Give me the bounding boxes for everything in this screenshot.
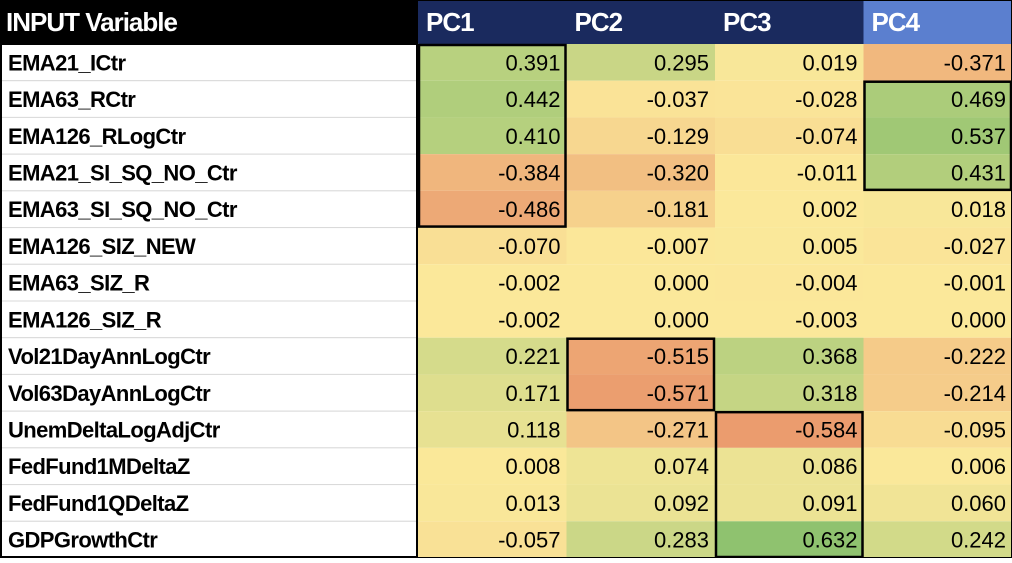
row-label: UnemDeltaLogAdjCtr <box>8 418 221 443</box>
cell-value: -0.037 <box>647 87 709 112</box>
row-label: EMA21_ICtr <box>8 50 127 75</box>
row-label: Vol63DayAnnLogCtr <box>8 381 211 406</box>
cell-value: 0.242 <box>951 528 1006 553</box>
column-header-label: PC4 <box>872 7 921 37</box>
cell-value: -0.002 <box>498 271 560 296</box>
cell-value: -0.486 <box>498 197 560 222</box>
cell-value: 0.060 <box>951 491 1006 516</box>
row-label: EMA126_SIZ_NEW <box>8 234 196 259</box>
cell-value: 0.283 <box>654 528 709 553</box>
cell-value: -0.271 <box>647 418 709 443</box>
cell-value: 0.431 <box>951 161 1006 186</box>
cell-value: 0.537 <box>951 124 1006 149</box>
cell-value: 0.002 <box>802 197 857 222</box>
cell-value: 0.086 <box>802 454 857 479</box>
row-label: FedFund1QDeltaZ <box>8 491 189 516</box>
row-label: EMA63_SIZ_R <box>8 271 150 296</box>
cell-value: 0.469 <box>951 87 1006 112</box>
cell-value: 0.221 <box>505 344 560 369</box>
cell-value: 0.295 <box>654 50 709 75</box>
column-header-label: PC1 <box>426 7 474 37</box>
cell-value: -0.584 <box>795 418 857 443</box>
cell-value: -0.003 <box>795 307 857 332</box>
cell-value: -0.320 <box>647 161 709 186</box>
cell-value: 0.019 <box>802 50 857 75</box>
cell-value: -0.214 <box>944 381 1006 406</box>
cell-value: -0.057 <box>498 528 560 553</box>
cell-value: 0.091 <box>802 491 857 516</box>
cell-value: -0.095 <box>944 418 1006 443</box>
cell-value: -0.222 <box>944 344 1006 369</box>
row-label: EMA21_SI_SQ_NO_Ctr <box>8 161 238 186</box>
cell-value: 0.391 <box>505 50 560 75</box>
header-corner-label: INPUT Variable <box>6 7 177 37</box>
cell-value: -0.515 <box>647 344 709 369</box>
cell-value: 0.005 <box>802 234 857 259</box>
cell-value: 0.018 <box>951 197 1006 222</box>
cell-value: -0.002 <box>498 307 560 332</box>
cell-value: 0.118 <box>507 418 560 443</box>
cell-value: 0.013 <box>505 491 560 516</box>
row-label: EMA126_RLogCtr <box>8 124 186 149</box>
cell-value: 0.000 <box>654 271 709 296</box>
cell-value: -0.129 <box>647 124 709 149</box>
cell-value: -0.004 <box>795 271 857 296</box>
cell-value: 0.092 <box>654 491 709 516</box>
cell-value: 0.000 <box>654 307 709 332</box>
column-header-label: PC3 <box>723 7 771 37</box>
cell-value: -0.074 <box>795 124 857 149</box>
row-label: EMA63_RCtr <box>8 87 136 112</box>
cell-value: 0.368 <box>802 344 857 369</box>
cell-value: 0.632 <box>802 528 857 553</box>
column-header-label: PC2 <box>575 7 623 37</box>
row-label: EMA126_SIZ_R <box>8 307 162 332</box>
cell-value: -0.011 <box>797 161 858 186</box>
cell-value: 0.171 <box>505 381 560 406</box>
cell-value: -0.181 <box>647 197 709 222</box>
row-label: GDPGrowthCtr <box>8 528 158 553</box>
row-label: Vol21DayAnnLogCtr <box>8 344 211 369</box>
cell-value: 0.006 <box>951 454 1006 479</box>
cell-value: 0.000 <box>951 307 1006 332</box>
row-label: FedFund1MDeltaZ <box>8 454 190 479</box>
cell-value: -0.571 <box>647 381 709 406</box>
cell-value: -0.001 <box>944 271 1006 296</box>
row-label: EMA63_SI_SQ_NO_Ctr <box>8 197 238 222</box>
cell-value: 0.410 <box>505 124 560 149</box>
cell-value: 0.074 <box>654 454 709 479</box>
cell-value: 0.318 <box>802 381 857 406</box>
cell-value: -0.028 <box>795 87 857 112</box>
cell-value: -0.007 <box>647 234 709 259</box>
cell-value: -0.070 <box>498 234 560 259</box>
cell-value: -0.371 <box>944 50 1006 75</box>
cell-value: 0.442 <box>505 87 560 112</box>
cell-value: 0.008 <box>505 454 560 479</box>
cell-value: -0.384 <box>498 161 560 186</box>
cell-value: -0.027 <box>944 234 1006 259</box>
